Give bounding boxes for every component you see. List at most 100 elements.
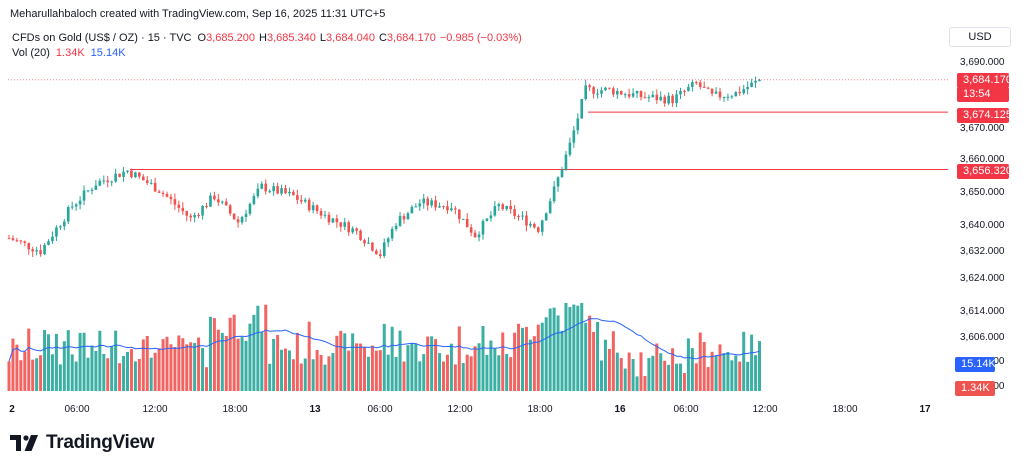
candle-body (548, 201, 552, 214)
currency-button[interactable]: USD (949, 27, 1011, 47)
candle-body (477, 234, 481, 238)
candle-body (627, 94, 631, 97)
volume-bar (185, 344, 189, 391)
volume-ma-tag: 15.14K (955, 357, 996, 372)
candle-body (616, 91, 619, 95)
candle-body (268, 191, 271, 193)
volume-bar (615, 352, 619, 391)
volume-bar (694, 363, 698, 391)
candle-body (379, 254, 382, 257)
volume-bar (260, 332, 264, 391)
candle-body (276, 186, 279, 194)
volume-bar (276, 334, 280, 391)
volume-bar (402, 361, 406, 391)
volume-bar (248, 323, 252, 391)
candle-body (177, 204, 181, 208)
candle-body (663, 96, 666, 104)
candle-body (86, 190, 90, 192)
time-tick-label: 12:00 (142, 404, 167, 415)
candle-body (59, 226, 62, 228)
candle-body (667, 95, 670, 104)
candle-body (240, 217, 244, 223)
volume-bar (738, 361, 742, 391)
price-tick-label: 3,606.000 (960, 332, 1005, 343)
volume-bar (509, 357, 513, 391)
volume-bar (39, 355, 43, 391)
volume-bar (157, 348, 161, 391)
candle-body (201, 205, 204, 216)
candle-body (394, 225, 398, 229)
volume-bar (78, 332, 82, 391)
candle-body (114, 173, 117, 182)
volume-bar (635, 376, 639, 391)
volume-bar (15, 344, 19, 391)
candle-body (414, 206, 418, 208)
candle-body (82, 190, 86, 201)
volume-bar (489, 340, 493, 391)
time-tick-label: 06:00 (367, 404, 392, 415)
volume-bar (355, 343, 359, 391)
volume-bar (145, 335, 149, 391)
volume-bar (7, 361, 11, 391)
candle-body (181, 207, 185, 212)
volume-bar (675, 363, 679, 391)
candle-body (564, 154, 568, 170)
candle-body (23, 241, 27, 243)
volume-bar (307, 321, 311, 391)
volume-bar (287, 350, 291, 391)
candle-body (398, 216, 402, 226)
volume-bar (169, 344, 173, 391)
candle-body (600, 90, 603, 94)
candle-body (382, 242, 386, 257)
volume-bar (339, 330, 343, 391)
time-axis[interactable]: 2 06:00 12:00 18:00 13 06:00 12:00 18:00 16 06:00… (9, 404, 931, 415)
volume-bar (477, 343, 481, 391)
candle-body (390, 228, 394, 239)
volume-bar (82, 332, 86, 391)
candle-body (481, 220, 485, 235)
volume-bar (43, 329, 47, 391)
close-value: 3,684.170 (386, 32, 436, 44)
candle-body (351, 228, 354, 233)
horizontal-lines (8, 79, 948, 170)
candle-body (217, 199, 220, 203)
candle-body (679, 90, 682, 95)
candle-body (651, 94, 655, 98)
last-price-tag: 3,684.170 (957, 73, 1012, 88)
candle-body (521, 215, 524, 217)
symbol-name[interactable]: CFDs on Gold (US$ / OZ) · 15 · TVC (12, 32, 192, 44)
candle-body (27, 242, 31, 250)
candle-body (505, 205, 508, 210)
volume-bar (734, 355, 738, 391)
candle-body (272, 186, 275, 192)
volume-bar (493, 348, 497, 391)
candle-body (426, 198, 429, 206)
candle-body (347, 222, 350, 233)
volume-bar (299, 363, 303, 391)
volume-label[interactable]: Vol (20) (12, 47, 50, 59)
volume-bar (521, 327, 524, 391)
volume-bar (434, 339, 438, 391)
volume-bar (536, 324, 540, 391)
candle-body (343, 222, 347, 227)
candle-body (469, 227, 473, 233)
volume-bar (679, 363, 682, 391)
candle-body (134, 172, 137, 178)
candle-body (568, 142, 572, 155)
volume-bar (141, 339, 145, 391)
candle-body (130, 170, 133, 178)
volume-bar (201, 348, 205, 391)
candle-body (288, 191, 291, 194)
volume-bar (643, 375, 647, 391)
volume-bar (268, 363, 272, 391)
volume-bar (750, 334, 754, 391)
candle-body (418, 203, 422, 207)
candle-body (734, 92, 738, 97)
volume-bar (66, 330, 70, 391)
candle-body (359, 230, 362, 241)
volume-bar (114, 330, 118, 391)
volume-bar (240, 337, 244, 391)
candle-body (695, 82, 698, 84)
volume-bar (102, 353, 106, 391)
